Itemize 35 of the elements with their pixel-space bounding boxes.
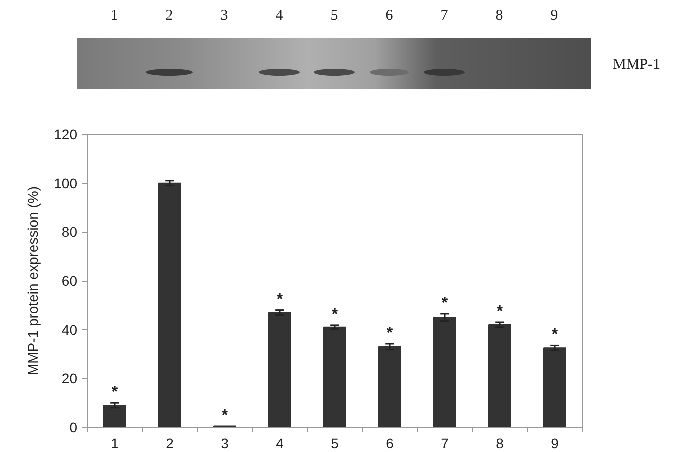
annotation: * — [386, 324, 394, 342]
text: 4 — [276, 7, 284, 25]
annotation: * — [112, 384, 119, 402]
text: 9 — [550, 7, 558, 25]
text: 6 — [386, 7, 394, 25]
x-tick-label: 5 — [331, 436, 340, 452]
x-tick-label: 2 — [166, 436, 174, 452]
annotation: * — [222, 407, 229, 424]
y-axis-title: MMP-1 protein expression (%) — [25, 186, 42, 376]
y-tick-label: 120 — [54, 126, 78, 142]
annotation: * — [276, 291, 284, 308]
x-tick-label: 1 — [111, 436, 120, 452]
text: MMP-1 — [613, 56, 661, 74]
annotation: * — [332, 306, 339, 324]
y-tick-label: 80 — [62, 224, 78, 240]
y-tick-label: 100 — [54, 175, 78, 192]
y-tick-label: 60 — [62, 273, 78, 289]
text: 2 — [166, 7, 174, 25]
x-tick-label: 6 — [386, 436, 394, 452]
x-tick-label: 8 — [496, 436, 504, 452]
x-tick-label: 3 — [221, 436, 230, 452]
text: 8 — [496, 7, 504, 25]
text: 1 — [110, 7, 118, 25]
text: 7 — [440, 7, 448, 25]
y-tick-label: 0 — [70, 420, 78, 436]
x-tick-label: 7 — [441, 436, 450, 452]
x-tick-label: 4 — [276, 436, 284, 452]
annotation: * — [496, 304, 504, 321]
text: 3 — [220, 7, 228, 25]
x-tick-label: 9 — [551, 436, 560, 452]
y-tick-label: 20 — [62, 370, 78, 387]
text: 5 — [330, 7, 338, 25]
annotation: * — [552, 326, 559, 344]
annotation: * — [442, 294, 449, 312]
y-tick-label: 40 — [62, 322, 78, 338]
